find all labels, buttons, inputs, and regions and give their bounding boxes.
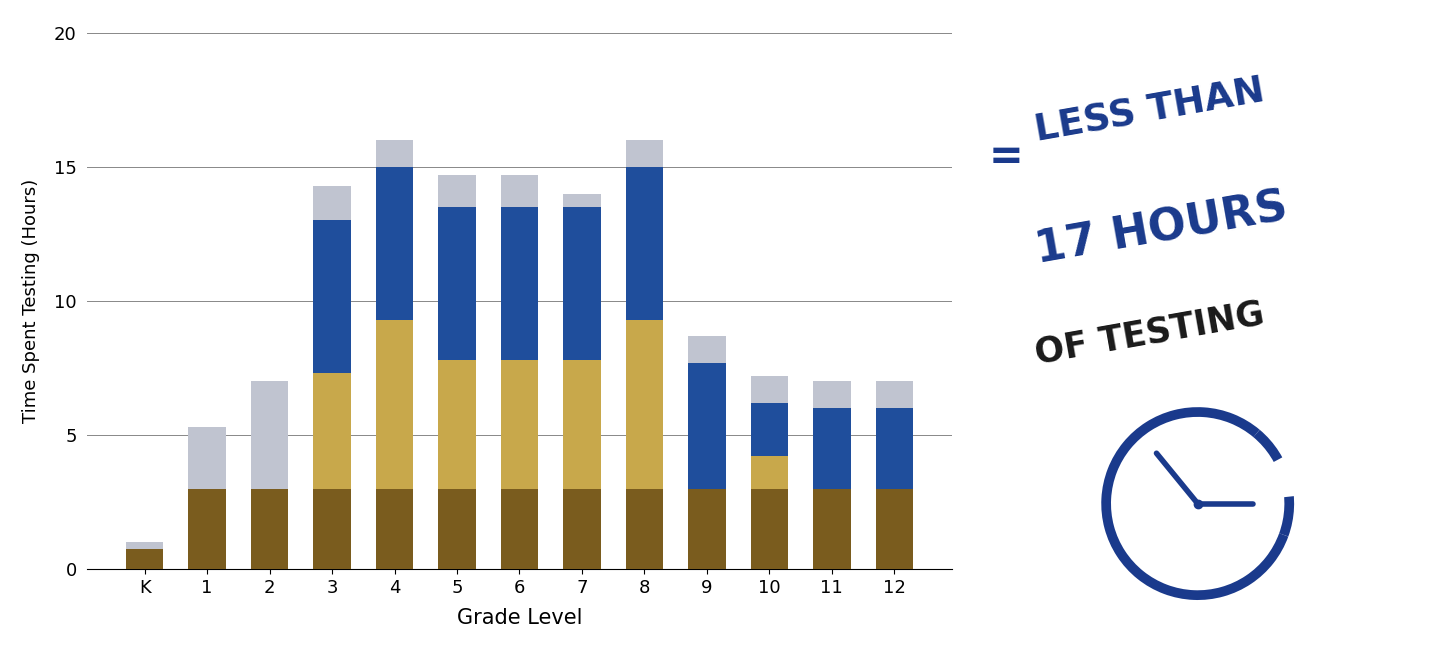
Bar bbox=[375, 167, 413, 320]
Bar bbox=[876, 489, 913, 569]
Bar bbox=[812, 408, 850, 489]
Bar bbox=[501, 360, 538, 489]
Bar bbox=[313, 186, 351, 220]
Bar bbox=[189, 489, 227, 569]
Bar bbox=[812, 489, 850, 569]
Bar bbox=[439, 360, 476, 489]
Bar bbox=[439, 489, 476, 569]
Bar bbox=[251, 489, 289, 569]
Bar bbox=[251, 381, 289, 489]
Bar bbox=[313, 220, 351, 373]
Bar bbox=[876, 408, 913, 489]
Bar bbox=[750, 403, 788, 456]
Bar bbox=[688, 336, 726, 362]
Bar bbox=[876, 381, 913, 408]
X-axis label: Grade Level: Grade Level bbox=[457, 608, 582, 628]
Bar bbox=[563, 360, 600, 489]
Bar bbox=[501, 207, 538, 360]
Bar bbox=[189, 427, 227, 489]
Y-axis label: Time Spent Testing (Hours): Time Spent Testing (Hours) bbox=[22, 179, 40, 423]
Bar bbox=[501, 489, 538, 569]
Bar bbox=[563, 207, 600, 360]
Text: =: = bbox=[988, 136, 1023, 178]
Bar bbox=[626, 167, 664, 320]
Bar bbox=[563, 489, 600, 569]
FancyArrowPatch shape bbox=[1258, 435, 1271, 447]
Bar bbox=[375, 489, 413, 569]
Bar bbox=[313, 489, 351, 569]
Text: OF TESTING: OF TESTING bbox=[1032, 297, 1267, 370]
Bar bbox=[626, 489, 664, 569]
Bar bbox=[439, 175, 476, 207]
Bar bbox=[626, 320, 664, 489]
Bar bbox=[375, 320, 413, 489]
Bar bbox=[750, 376, 788, 403]
Bar bbox=[812, 381, 850, 408]
Bar bbox=[313, 373, 351, 489]
Bar bbox=[688, 489, 726, 569]
Text: 17 HOURS: 17 HOURS bbox=[1032, 186, 1290, 272]
Bar bbox=[126, 549, 163, 569]
Bar bbox=[750, 456, 788, 489]
Bar bbox=[501, 175, 538, 207]
Bar bbox=[375, 140, 413, 167]
Bar bbox=[126, 542, 163, 549]
Bar bbox=[626, 140, 664, 167]
Text: LESS THAN: LESS THAN bbox=[1032, 73, 1267, 149]
Bar bbox=[563, 194, 600, 207]
Bar bbox=[439, 207, 476, 360]
Bar bbox=[750, 489, 788, 569]
Bar bbox=[688, 362, 726, 489]
